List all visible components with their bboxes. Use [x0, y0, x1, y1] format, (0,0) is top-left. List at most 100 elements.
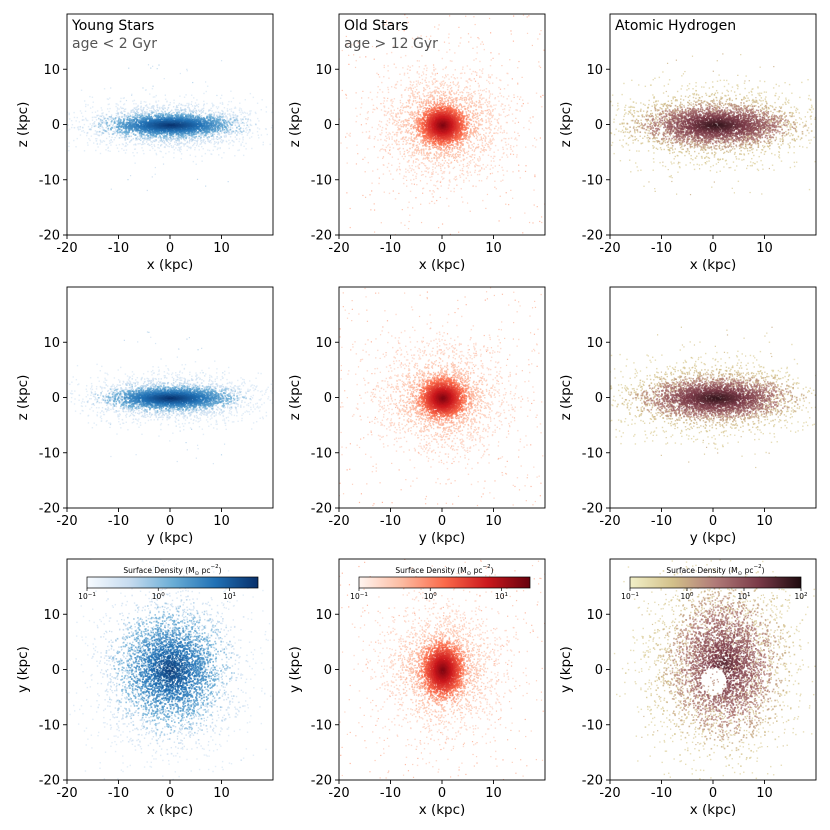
y-tick-label: -10 [39, 446, 60, 461]
colorbar-tick-label: 100 [424, 592, 438, 601]
y-tick-label: 10 [43, 608, 60, 623]
y-axis-label: z (kpc) [287, 375, 303, 421]
y-tick-label: -20 [311, 502, 332, 517]
colorbar-tick-label: 10−1 [350, 592, 368, 601]
x-tick-label: -20 [599, 786, 620, 801]
x-axis-label: x (kpc) [147, 257, 194, 273]
y-tick-label: 10 [43, 336, 60, 351]
heatmap-reds [339, 559, 545, 780]
colorbar-label: Surface Density (M⊙ pc−2) [395, 564, 493, 577]
panel-r1-c3: -20 -10 0 10 -20 -10 0 10 x (kpc) z (kpc) Atomic H… [558, 13, 817, 273]
x-axis-label: y (kpc) [147, 530, 194, 546]
colorbar-label-part: ⊙ [467, 571, 472, 577]
x-tick-label: 10 [213, 514, 230, 529]
panel-r2-c1: -20 -10 0 10 -20 -10 0 10 y (kpc) z (kpc) [15, 286, 274, 546]
y-tick-label: -10 [582, 718, 603, 733]
x-tick-label: 10 [485, 514, 502, 529]
y-tick-label: 10 [315, 608, 332, 623]
heatmap-pink-r [610, 326, 816, 469]
y-tick-label: 10 [586, 608, 603, 623]
x-axis-label: x (kpc) [419, 802, 466, 818]
colorbar-label-part: −2 [211, 564, 219, 570]
y-tick-label: -20 [39, 502, 60, 517]
x-tick-label: 10 [485, 786, 502, 801]
y-axis-label: y (kpc) [15, 646, 31, 693]
y-tick-label: -20 [582, 774, 603, 789]
panel-r1-c2: -20 -10 0 10 -20 -10 0 10 x (kpc) z (kpc) Old Star… [287, 13, 546, 273]
y-tick-label: 0 [52, 118, 60, 133]
x-axis-label: x (kpc) [147, 802, 194, 818]
x-tick-label: -20 [56, 786, 77, 801]
colorbar-label: Surface Density (M⊙ pc−2) [666, 564, 764, 577]
y-tick-label: -10 [39, 718, 60, 733]
y-tick-label: -10 [311, 718, 332, 733]
y-tick-label: 10 [586, 63, 603, 78]
x-tick-label: -10 [651, 241, 672, 256]
y-tick-label: -10 [582, 446, 603, 461]
y-tick-label: -10 [311, 173, 332, 188]
colorbar-label-part: −2 [483, 564, 491, 570]
colorbar-gradient [629, 576, 802, 589]
colorbar-label-part: ) [762, 566, 765, 575]
colorbar-label-part: pc [471, 566, 482, 575]
y-axis-label: z (kpc) [15, 102, 31, 148]
y-axis-label: z (kpc) [15, 375, 31, 421]
x-tick-label: -10 [651, 786, 672, 801]
x-tick-label: -20 [56, 514, 77, 529]
colorbar-label-part: pc [742, 566, 753, 575]
y-tick-label: -20 [311, 229, 332, 244]
y-tick-label: 0 [324, 663, 332, 678]
colorbar-tick-label: 100 [152, 592, 166, 601]
y-tick-label: -20 [39, 774, 60, 789]
colorbar-tick-label: 10−1 [621, 592, 639, 601]
panel-r1-c1: -20 -10 0 10 -20 -10 0 10 x (kpc) z (kpc) Young St… [15, 13, 274, 273]
x-tick-label: -10 [380, 786, 401, 801]
colorbar-label: Surface Density (M⊙ pc−2) [123, 564, 221, 577]
x-tick-label: 0 [438, 514, 446, 529]
panel-subtitle: age < 2 Gyr [72, 36, 157, 52]
x-tick-label: -10 [108, 241, 129, 256]
x-tick-label: -20 [599, 241, 620, 256]
y-tick-label: -10 [582, 173, 603, 188]
panel-title: Old Stars [344, 18, 408, 34]
heatmap-pink-r [610, 53, 816, 196]
y-tick-label: -20 [582, 502, 603, 517]
y-tick-label: 0 [595, 118, 603, 133]
x-tick-label: -20 [328, 514, 349, 529]
colorbar-label-part: ⊙ [195, 571, 200, 577]
colorbar-tick-label: 100 [680, 592, 694, 601]
panel-r3-c2: -20 -10 0 10 -20 -10 0 10 x (kpc) y (kpc) Surface … [287, 558, 546, 818]
x-axis-label: x (kpc) [419, 257, 466, 273]
colorbar-label-part: −2 [754, 564, 762, 570]
colorbar-tick-label: 10−1 [78, 592, 96, 601]
y-axis-label: y (kpc) [558, 646, 574, 693]
panel-r3-c3: -20 -10 0 10 -20 -10 0 10 x (kpc) y (kpc) Surface … [558, 558, 817, 818]
y-tick-label: -20 [39, 229, 60, 244]
heatmap-blues [67, 60, 273, 192]
colorbar-gradient [358, 576, 531, 589]
x-tick-label: 0 [709, 514, 717, 529]
x-tick-label: -20 [599, 514, 620, 529]
heatmap-blues [67, 331, 273, 465]
heatmap-blues [68, 559, 273, 780]
colorbar-label-part: Surface Density (M [123, 566, 194, 575]
x-tick-label: 10 [213, 241, 230, 256]
x-tick-label: 10 [485, 241, 502, 256]
x-tick-label: 10 [756, 786, 773, 801]
x-tick-label: 10 [756, 514, 773, 529]
heatmap-reds [339, 287, 544, 507]
y-tick-label: 0 [595, 663, 603, 678]
x-tick-label: 0 [438, 786, 446, 801]
y-tick-label: 0 [595, 391, 603, 406]
heatmap-reds [339, 14, 545, 235]
colorbar-label-part: pc [199, 566, 210, 575]
panel-r2-c2: -20 -10 0 10 -20 -10 0 10 y (kpc) z (kpc) [287, 286, 546, 546]
colorbar-gradient [86, 576, 259, 589]
y-tick-label: 0 [52, 391, 60, 406]
colorbar-label-part: ) [219, 566, 222, 575]
x-axis-label: x (kpc) [690, 257, 737, 273]
panel-background [610, 559, 816, 780]
y-tick-label: -10 [39, 173, 60, 188]
x-tick-label: 0 [709, 241, 717, 256]
